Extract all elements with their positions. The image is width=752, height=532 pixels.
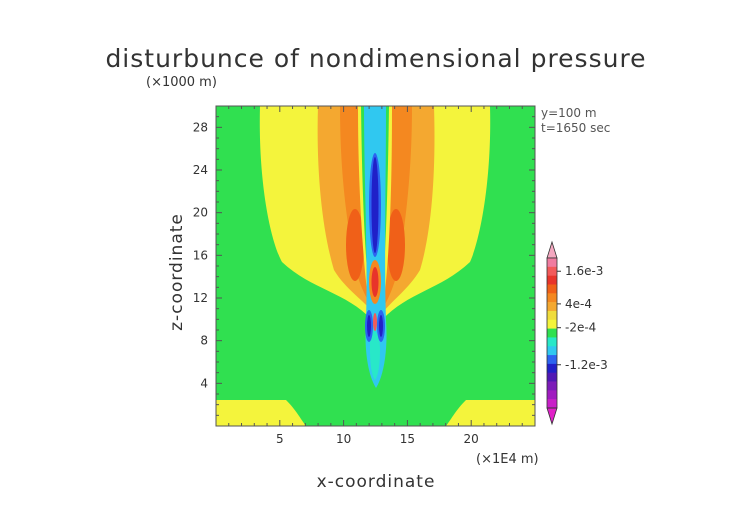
colorbar-level bbox=[547, 390, 557, 400]
colorbar-level bbox=[547, 381, 557, 391]
contour-orange-lobe-right bbox=[387, 209, 405, 281]
colorbar-level bbox=[547, 302, 557, 312]
y-tick-label: 24 bbox=[193, 163, 208, 177]
x-tick-label: 20 bbox=[464, 432, 479, 446]
colorbar-level bbox=[547, 328, 557, 338]
colorbar-level bbox=[547, 319, 557, 329]
colorbar-level bbox=[547, 346, 557, 356]
y-tick-label: 8 bbox=[200, 334, 208, 348]
y-tick-label: 28 bbox=[193, 120, 208, 134]
colorbar-level bbox=[547, 363, 557, 374]
y-tick-label: 20 bbox=[193, 206, 208, 220]
colorbar-level bbox=[547, 258, 557, 268]
x-axis-label: x-coordinate bbox=[316, 472, 436, 492]
colorbar: 1.6e-3 4e-4 -2e-4 -1.2e-3 bbox=[546, 240, 608, 426]
annotation-y: y=100 m bbox=[541, 106, 597, 120]
annotation-time: t=1650 sec bbox=[541, 121, 611, 135]
colorbar-frame bbox=[546, 257, 558, 409]
colorbar-level bbox=[547, 284, 557, 294]
contour-dark-blue-upper bbox=[371, 157, 379, 253]
contour-yellow-lower-right bbox=[446, 400, 535, 426]
x-axis-unit: (×1E4 m) bbox=[476, 452, 539, 467]
colorbar-level bbox=[547, 372, 557, 382]
colorbar-level bbox=[547, 355, 557, 365]
contour-dark-blue-lower-left bbox=[367, 315, 371, 337]
contour-red-core bbox=[371, 267, 379, 297]
colorbar-label: 1.6e-3 bbox=[565, 264, 603, 278]
colorbar-level bbox=[547, 275, 557, 285]
colorbar-upper-arrow bbox=[546, 240, 558, 259]
colorbar-label: 4e-4 bbox=[565, 297, 592, 311]
contour-teal-core bbox=[370, 329, 380, 380]
colorbar-label: -2e-4 bbox=[565, 321, 596, 335]
colorbar-lower-arrow bbox=[546, 407, 558, 426]
colorbar-level bbox=[547, 337, 557, 347]
contour-red-lower bbox=[373, 313, 377, 331]
colorbar-level bbox=[547, 399, 557, 409]
y-tick-label: 12 bbox=[193, 291, 208, 305]
contour-orange-lobe-left bbox=[346, 209, 364, 281]
colorbar-level bbox=[547, 266, 557, 276]
chart-title: disturbunce of nondimensional pressure bbox=[105, 44, 647, 73]
colorbar-level bbox=[547, 310, 557, 321]
contour-dark-blue-lower-right bbox=[379, 315, 383, 337]
colorbar-label: -1.2e-3 bbox=[565, 358, 608, 372]
contour-yellow-lower-left bbox=[216, 400, 306, 426]
axis-ticks: 5 10 15 20 4 8 12 16 20 24 28 bbox=[193, 106, 535, 446]
colorbar-level bbox=[547, 293, 557, 303]
x-tick-label: 5 bbox=[276, 432, 284, 446]
y-tick-label: 16 bbox=[193, 248, 208, 262]
x-tick-label: 15 bbox=[400, 432, 415, 446]
contour-field bbox=[216, 106, 535, 426]
x-tick-label: 10 bbox=[336, 432, 351, 446]
z-axis-unit: (×1000 m) bbox=[146, 75, 217, 90]
y-tick-label: 4 bbox=[200, 376, 208, 390]
